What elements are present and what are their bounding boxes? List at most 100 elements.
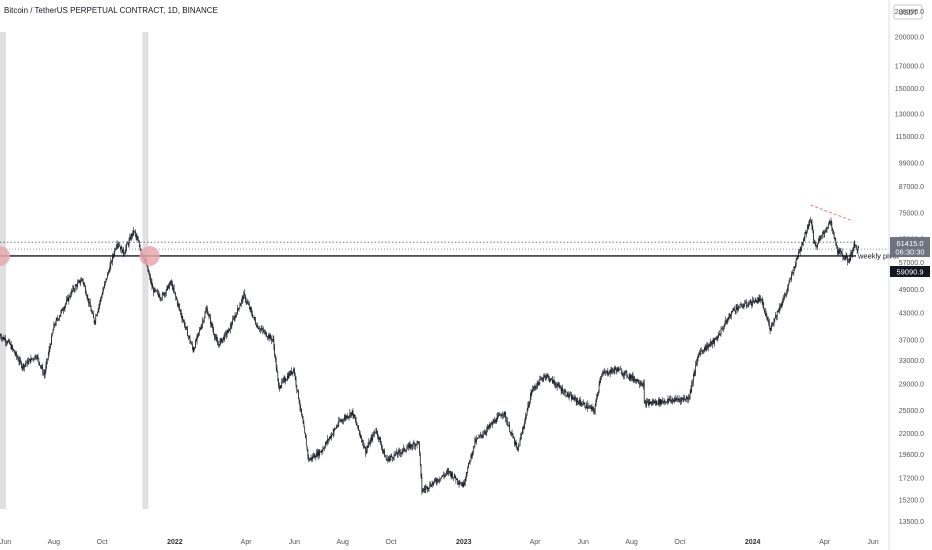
candle-body: [130, 237, 131, 240]
candle-body: [248, 304, 250, 309]
candle-body: [75, 285, 77, 287]
candle-body: [624, 371, 626, 373]
candle-body: [637, 379, 639, 383]
candle-body: [188, 336, 189, 337]
candle-body: [535, 386, 537, 388]
candle-body: [478, 436, 480, 439]
candle-body: [512, 433, 514, 438]
candle-body: [114, 249, 116, 255]
time-tick-label: Jun: [0, 539, 11, 546]
candle-body: [510, 432, 512, 434]
candle-body: [818, 240, 819, 244]
candle-body: [536, 386, 537, 388]
candle-body: [580, 402, 582, 405]
candle-body: [260, 328, 261, 330]
candle-body: [495, 421, 497, 423]
candle-body: [433, 481, 435, 484]
candle-body: [53, 323, 55, 331]
candle-body: [608, 374, 609, 375]
candle-body: [442, 475, 443, 477]
candle-body: [549, 380, 551, 381]
candle-body: [292, 371, 294, 373]
candle-body: [491, 422, 492, 425]
candle-body: [501, 415, 503, 417]
candle-body: [406, 448, 408, 451]
candle-body: [529, 402, 530, 407]
candle-body: [738, 307, 739, 310]
candle-body: [411, 446, 413, 448]
candle-body: [791, 272, 793, 275]
candle-body: [39, 361, 40, 366]
candle-body: [249, 307, 251, 309]
candle-body: [35, 355, 36, 358]
candle-body: [816, 246, 818, 248]
candle-body: [678, 399, 680, 400]
candle-body: [455, 478, 457, 481]
candle-body: [718, 333, 719, 338]
candle-body: [140, 249, 142, 252]
candle-body: [263, 331, 265, 333]
candle-body: [1, 337, 2, 339]
candle-body: [67, 298, 69, 301]
candle-body: [573, 399, 575, 401]
candle-body: [146, 265, 148, 267]
candle-body: [115, 246, 117, 250]
candle-body: [518, 445, 520, 447]
candle-body: [417, 441, 419, 442]
candle-body: [663, 401, 665, 403]
candle-body: [31, 357, 33, 360]
candle-body: [767, 319, 769, 321]
candle-body: [186, 326, 188, 330]
candle-body: [441, 476, 442, 478]
descending-trendline[interactable]: [810, 204, 852, 221]
candle-body: [286, 376, 288, 380]
candle-body: [374, 432, 376, 433]
candle-body: [44, 371, 46, 376]
candle-body: [63, 308, 65, 310]
currency-box[interactable]: [893, 4, 923, 20]
candle-body: [58, 318, 59, 320]
candle-body: [499, 414, 500, 416]
candle-body: [381, 444, 382, 448]
candle-body: [3, 337, 5, 340]
candle-body: [273, 338, 275, 347]
candle-body: [55, 319, 57, 325]
candle-body: [564, 391, 566, 392]
candle-body: [91, 311, 93, 313]
candle-body: [154, 288, 156, 291]
candle-body: [794, 266, 795, 269]
candle-body: [735, 306, 737, 311]
candle-body: [19, 359, 21, 362]
candle-body: [220, 338, 222, 341]
candle-body: [673, 399, 675, 402]
candle-body: [675, 398, 677, 401]
candle-body: [826, 228, 828, 229]
candle-body: [835, 239, 837, 245]
candle-body: [676, 398, 678, 399]
candle-body: [492, 421, 494, 425]
candle-body: [599, 381, 601, 384]
candle-body: [72, 287, 74, 291]
candle-body: [771, 323, 773, 329]
candle-body: [705, 348, 707, 350]
candle-body: [396, 454, 398, 456]
candle-body: [597, 390, 599, 395]
candle-body: [18, 360, 20, 362]
candle-body: [335, 428, 336, 430]
pivot-price-value: 59090.9: [896, 267, 923, 276]
candle-body: [424, 489, 426, 490]
candle-body: [305, 438, 307, 447]
candle-body: [133, 230, 135, 232]
candle-body: [122, 249, 124, 253]
candle-body: [739, 304, 741, 308]
candle-body: [586, 404, 588, 409]
candle-body: [825, 228, 827, 232]
candle-body: [298, 398, 300, 404]
candle-body: [604, 371, 606, 373]
candle-body: [750, 300, 752, 305]
candle-body: [522, 428, 524, 431]
candle-body: [687, 397, 689, 400]
candle-body: [385, 457, 386, 458]
candle-body: [632, 375, 633, 379]
